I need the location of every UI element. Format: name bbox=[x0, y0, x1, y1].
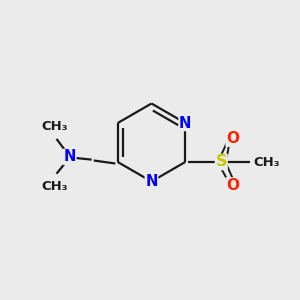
Text: N: N bbox=[145, 174, 158, 189]
Text: N: N bbox=[179, 116, 191, 130]
Text: CH₃: CH₃ bbox=[254, 155, 280, 169]
Text: N: N bbox=[145, 174, 158, 189]
Text: N: N bbox=[64, 149, 76, 164]
Text: O: O bbox=[226, 131, 239, 146]
Text: O: O bbox=[226, 178, 239, 193]
Text: CH₃: CH₃ bbox=[41, 180, 68, 193]
Text: N: N bbox=[179, 116, 191, 130]
Text: CH₃: CH₃ bbox=[41, 120, 68, 133]
Text: S: S bbox=[215, 154, 227, 169]
Text: O: O bbox=[226, 131, 239, 146]
Text: O: O bbox=[226, 178, 239, 193]
Text: N: N bbox=[64, 149, 76, 164]
Text: S: S bbox=[215, 154, 227, 169]
